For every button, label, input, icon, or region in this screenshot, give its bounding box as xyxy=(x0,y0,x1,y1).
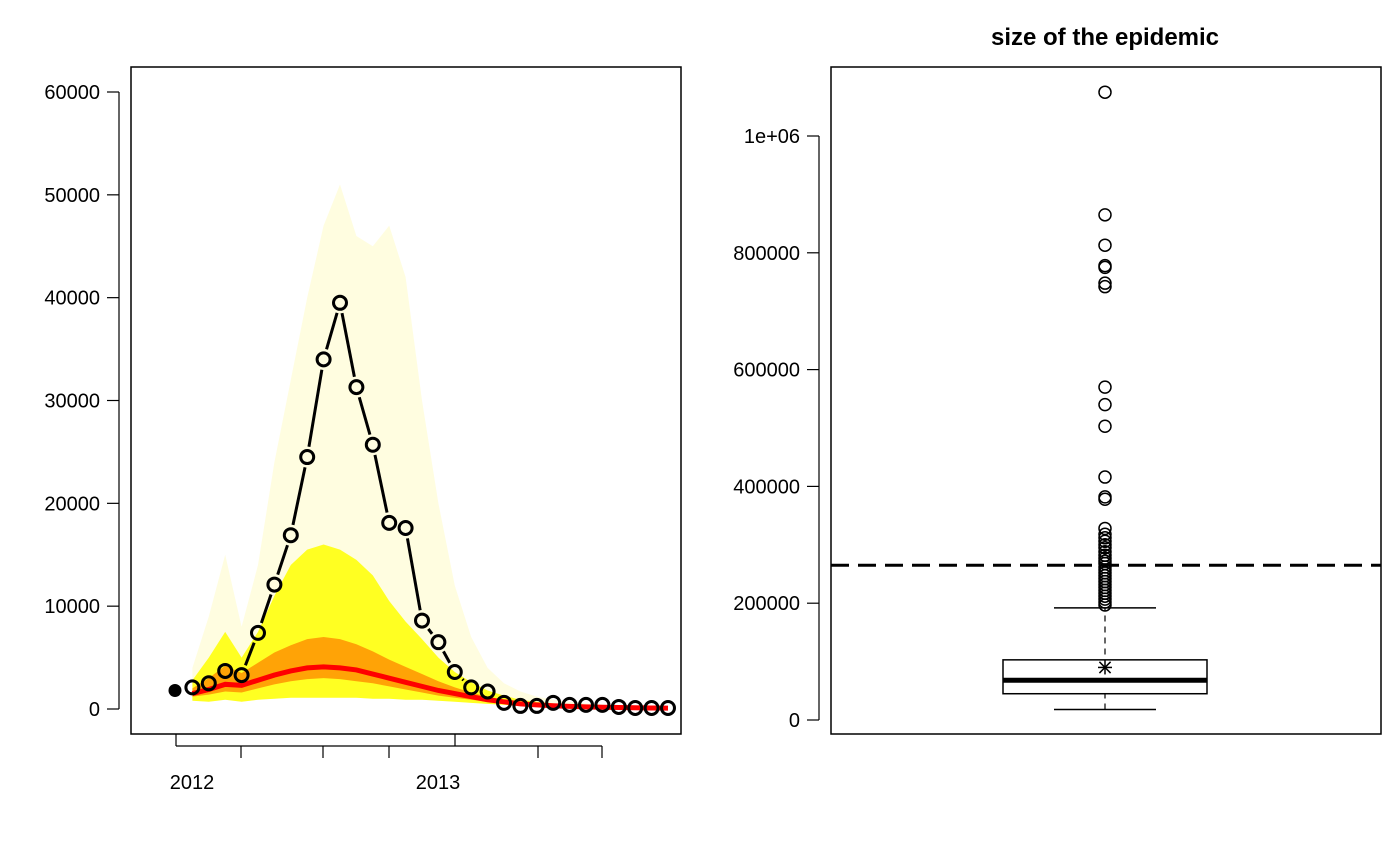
boxplot-outlier xyxy=(1098,527,1112,542)
observed-point xyxy=(397,520,414,537)
boxplot-frame xyxy=(830,66,1382,735)
boxplot-outlier xyxy=(1098,419,1112,433)
observed-point xyxy=(578,696,594,713)
observed-point xyxy=(364,436,381,453)
y-tick-label: 0 xyxy=(89,699,100,721)
observed-point xyxy=(627,699,644,716)
observed-segment xyxy=(340,312,356,378)
observed-point xyxy=(184,679,201,696)
observed-point xyxy=(282,527,299,544)
observed-segment xyxy=(405,538,422,611)
observed-point xyxy=(233,667,250,684)
boxplot-outlier xyxy=(1098,492,1112,506)
y-tick-label: 200000 xyxy=(733,593,800,615)
boxplot-outlier xyxy=(1098,397,1112,412)
boxplot-outlier xyxy=(1098,540,1112,555)
boxplot-outlier xyxy=(1098,238,1112,252)
observed-point xyxy=(512,697,529,714)
boxplot-outlier xyxy=(1098,598,1112,612)
boxplot-mean-marker xyxy=(1098,660,1112,675)
observed-segment xyxy=(276,544,289,576)
observed-point xyxy=(332,294,348,311)
observed-segment xyxy=(244,642,256,666)
observed-point xyxy=(479,683,496,700)
fan-chart-frame xyxy=(130,66,682,735)
observed-point xyxy=(315,351,332,368)
boxplot-title: size of the epidemic xyxy=(991,24,1219,51)
observed-point xyxy=(496,694,512,711)
observed-point xyxy=(660,699,676,716)
right-y-axis: 0 200000 400000 600000 800000 1e+06 xyxy=(733,126,820,732)
boxplot-outlier xyxy=(1098,208,1112,222)
boxplot-outlier xyxy=(1098,531,1112,545)
boxplot-outlier xyxy=(1098,85,1112,99)
y-tick-label: 800000 xyxy=(733,243,800,265)
y-tick-label: 1e+06 xyxy=(744,126,800,148)
y-tick-label: 40000 xyxy=(44,288,100,310)
observed-point xyxy=(446,663,463,680)
observed-segment xyxy=(461,678,465,682)
mean-marker-stroke xyxy=(1098,661,1112,674)
x-tick-label-2013: 2013 xyxy=(416,772,461,794)
y-tick-label: 20000 xyxy=(44,493,100,515)
observed-point xyxy=(250,624,266,641)
observed-segment xyxy=(307,369,324,447)
fan-chart-panel: 0 10000 20000 30000 40000 50000 60000 2012 201… xyxy=(44,66,682,794)
observed-segment xyxy=(357,396,372,436)
observed-point xyxy=(545,694,562,711)
observed-point xyxy=(217,662,234,679)
observed-point-first xyxy=(168,683,182,697)
boxplot-outlier xyxy=(1098,521,1112,536)
forecast-median-line xyxy=(191,664,669,711)
observed-points xyxy=(168,294,676,716)
boxplot-panel: size of the epidemic 0 200000 400000 600000… xyxy=(733,24,1382,735)
observed-point xyxy=(200,675,217,692)
observed-point xyxy=(348,379,365,396)
boxplot-outliers xyxy=(1098,85,1112,612)
y-tick-label: 0 xyxy=(789,710,800,732)
y-tick-label: 600000 xyxy=(733,360,800,382)
observed-point xyxy=(643,699,660,716)
observed-point xyxy=(610,698,627,715)
observed-point xyxy=(414,612,430,629)
y-tick-label: 10000 xyxy=(44,596,100,618)
observed-point xyxy=(430,634,447,651)
observed-point xyxy=(561,696,578,713)
left-x-axis: 2012 2013 xyxy=(170,734,603,794)
observed-segment xyxy=(259,594,273,624)
y-tick-label: 60000 xyxy=(44,82,100,104)
observed-point xyxy=(463,679,480,696)
forecast-fan xyxy=(191,184,669,711)
observed-point xyxy=(528,697,545,714)
observed-segment xyxy=(291,467,307,526)
boxplot-outlier xyxy=(1098,276,1112,290)
observed-segment xyxy=(442,650,452,664)
forecast-band-inner xyxy=(192,637,668,709)
y-tick-label: 400000 xyxy=(733,476,800,498)
y-tick-label: 30000 xyxy=(44,391,100,413)
left-y-axis: 0 10000 20000 30000 40000 50000 60000 xyxy=(44,82,120,721)
observed-segment xyxy=(325,312,339,350)
observed-point xyxy=(594,696,611,713)
x-tick-label-2012: 2012 xyxy=(170,772,215,794)
boxplot-outlier xyxy=(1098,470,1112,484)
observed-point xyxy=(381,514,398,531)
y-tick-label: 50000 xyxy=(44,185,100,207)
boxplot-outlier xyxy=(1098,260,1112,275)
boxplot-outlier xyxy=(1098,279,1112,294)
observed-line-segments xyxy=(244,312,465,682)
boxplot-outlier xyxy=(1098,534,1112,549)
boxplot-outlier xyxy=(1098,380,1112,394)
observed-point xyxy=(299,449,316,466)
observed-segment xyxy=(373,454,389,513)
observed-point xyxy=(266,576,283,593)
observed-segment xyxy=(427,628,434,635)
